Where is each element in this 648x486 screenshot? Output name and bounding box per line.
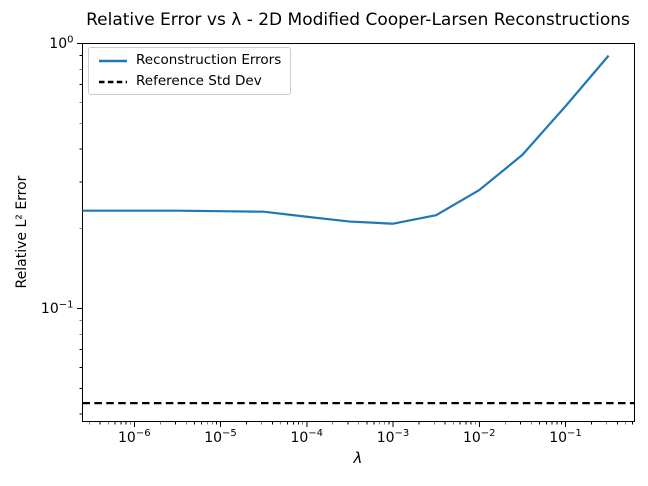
x-tick-label: 10−2 bbox=[463, 428, 496, 446]
legend-item-reference-std-dev: Reference Std Dev bbox=[98, 73, 281, 90]
dashed-line-sample bbox=[99, 80, 127, 83]
x-ticks bbox=[88, 421, 634, 427]
x-tick-label: 10−3 bbox=[377, 428, 410, 446]
y-axis-label: Relative L² Error bbox=[14, 175, 30, 289]
legend-label-reference-std-dev: Reference Std Dev bbox=[136, 73, 262, 89]
solid-line-sample bbox=[99, 59, 127, 62]
x-tick-label: 10−1 bbox=[549, 428, 582, 446]
legend-item-reconstruction-errors: Reconstruction Errors bbox=[98, 52, 281, 69]
y-tick-labels: 10−1 100 bbox=[41, 35, 74, 318]
legend-label-reconstruction-errors: Reconstruction Errors bbox=[136, 52, 282, 68]
x-axis-label: λ bbox=[353, 449, 363, 467]
x-tick-label: 10−6 bbox=[118, 428, 151, 446]
y-tick-label: 10−1 bbox=[41, 300, 74, 318]
legend: Reconstruction Errors Reference Std Dev bbox=[88, 47, 292, 95]
reconstruction-errors-line bbox=[82, 54, 610, 225]
x-tick-label: 10−4 bbox=[290, 428, 323, 446]
y-tick-label: 100 bbox=[49, 35, 73, 53]
chart-title: Relative Error vs λ - 2D Modified Cooper… bbox=[86, 10, 630, 30]
x-tick-label: 10−5 bbox=[204, 428, 237, 446]
plot-frame bbox=[82, 43, 635, 422]
x-tick-labels: 10−6 10−5 10−4 10−3 10−2 10−1 bbox=[118, 428, 582, 446]
y-ticks bbox=[77, 43, 83, 415]
